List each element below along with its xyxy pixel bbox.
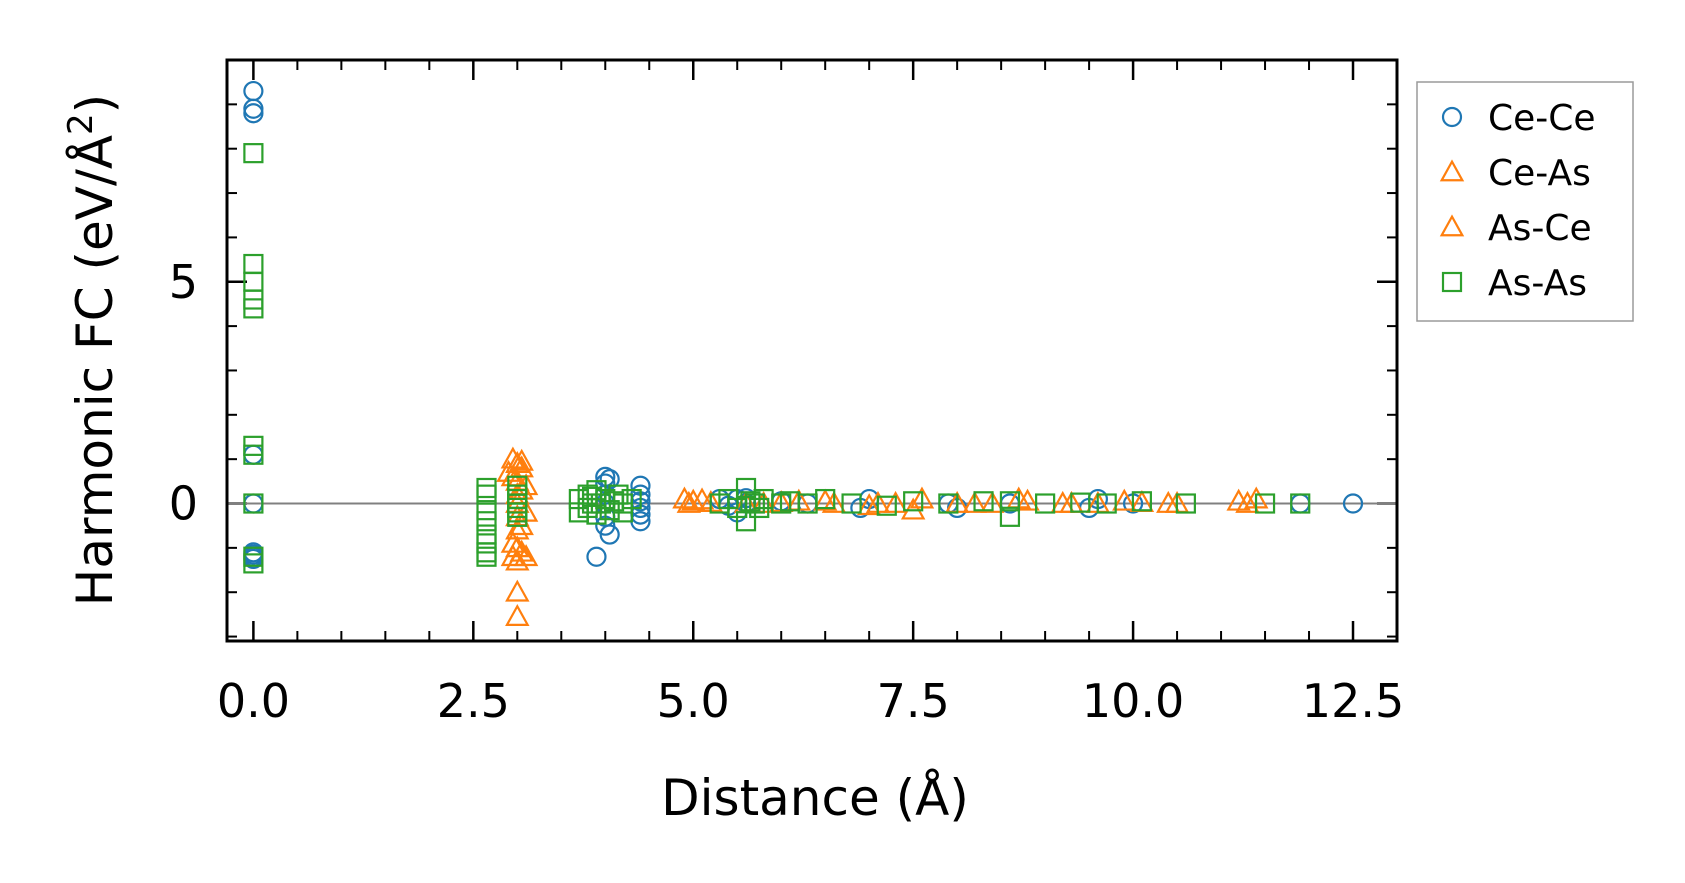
data-point <box>509 448 534 471</box>
data-point <box>243 271 264 292</box>
y-tick-labels: 05 <box>169 255 198 531</box>
data-point <box>243 493 264 514</box>
data-point <box>980 490 1005 513</box>
x-tick-labels: 0.0 2.5 5.0 7.5 10.0 12.5 <box>217 674 1404 728</box>
data-points <box>243 80 1364 626</box>
data-point <box>243 98 264 119</box>
y-tick-label: 5 <box>169 255 198 309</box>
data-point <box>812 488 838 511</box>
x-tick-label: 5.0 <box>657 674 730 728</box>
data-point <box>243 80 264 102</box>
data-point <box>476 511 497 532</box>
data-point <box>621 488 642 510</box>
minor-ticks <box>227 60 1398 641</box>
x-tick-label: 12.5 <box>1302 674 1404 728</box>
data-point <box>1235 490 1260 513</box>
data-point <box>1096 493 1117 514</box>
data-point <box>1342 493 1364 514</box>
data-point <box>500 530 526 553</box>
data-point <box>815 488 836 510</box>
legend: Ce-Ce Ce-As As-Ce As-As <box>1416 81 1634 322</box>
y-axis-title-superscript: 2 <box>61 113 101 135</box>
data-point <box>841 493 862 514</box>
data-point <box>856 493 882 516</box>
data-point <box>903 491 924 512</box>
data-point <box>599 524 620 545</box>
data-point <box>1112 488 1137 511</box>
x-tick-label: 7.5 <box>877 674 950 728</box>
data-point <box>681 488 706 511</box>
data-point <box>505 579 530 602</box>
data-point <box>476 477 497 499</box>
plot-area-frame <box>225 58 1399 643</box>
data-point <box>476 546 497 567</box>
legend-marker-as-ce <box>1439 214 1465 237</box>
data-point <box>505 535 530 558</box>
legend-frame <box>1416 81 1634 322</box>
data-point <box>505 548 530 571</box>
legend-marker-ce-ce <box>1441 106 1463 128</box>
y-axis-title-end: ) <box>66 94 124 114</box>
data-point <box>243 553 264 574</box>
legend-label-as-as: As-As <box>1488 263 1587 304</box>
data-point <box>476 484 497 505</box>
data-point <box>962 490 987 513</box>
x-tick-label: 10.0 <box>1082 674 1184 728</box>
major-ticks <box>227 60 1397 641</box>
legend-label-as-ce: As-Ce <box>1488 208 1592 249</box>
data-point <box>876 495 897 516</box>
data-point <box>507 488 528 510</box>
x-axis-title: Distance (Å) <box>661 769 969 827</box>
data-point <box>513 544 539 567</box>
y-tick-label: 0 <box>169 477 198 531</box>
data-point <box>243 143 264 164</box>
x-tick-label: 0.0 <box>217 674 290 728</box>
legend-label-ce-as: Ce-As <box>1488 153 1591 194</box>
data-point <box>243 444 264 465</box>
data-point <box>1254 493 1276 514</box>
data-point <box>1035 493 1056 514</box>
legend-marker-as-as <box>1441 271 1463 293</box>
x-tick-label: 2.5 <box>437 674 510 728</box>
data-point <box>689 487 715 510</box>
data-point <box>1070 492 1091 513</box>
legend-marker-ce-as <box>1439 159 1465 182</box>
data-point <box>505 603 530 626</box>
data-point <box>1015 488 1040 511</box>
data-point <box>243 253 264 275</box>
data-point <box>1131 491 1152 512</box>
data-point <box>1290 493 1311 514</box>
data-point <box>821 490 847 513</box>
data-point <box>586 546 607 567</box>
data-point <box>999 491 1021 512</box>
data-point <box>476 500 497 521</box>
y-axis-title: Harmonic FC (eV/Å2) <box>61 94 124 606</box>
data-point <box>999 506 1021 527</box>
data-point <box>243 298 264 319</box>
data-point <box>938 493 959 514</box>
data-point <box>1175 493 1196 514</box>
data-point <box>1156 490 1181 513</box>
data-point <box>973 491 994 512</box>
y-axis-title-main: Harmonic FC (eV/Å <box>66 135 124 606</box>
series-as-as <box>243 143 1311 574</box>
data-point <box>900 497 926 520</box>
data-point <box>243 103 264 124</box>
legend-label-ce-ce: Ce-Ce <box>1488 98 1596 139</box>
